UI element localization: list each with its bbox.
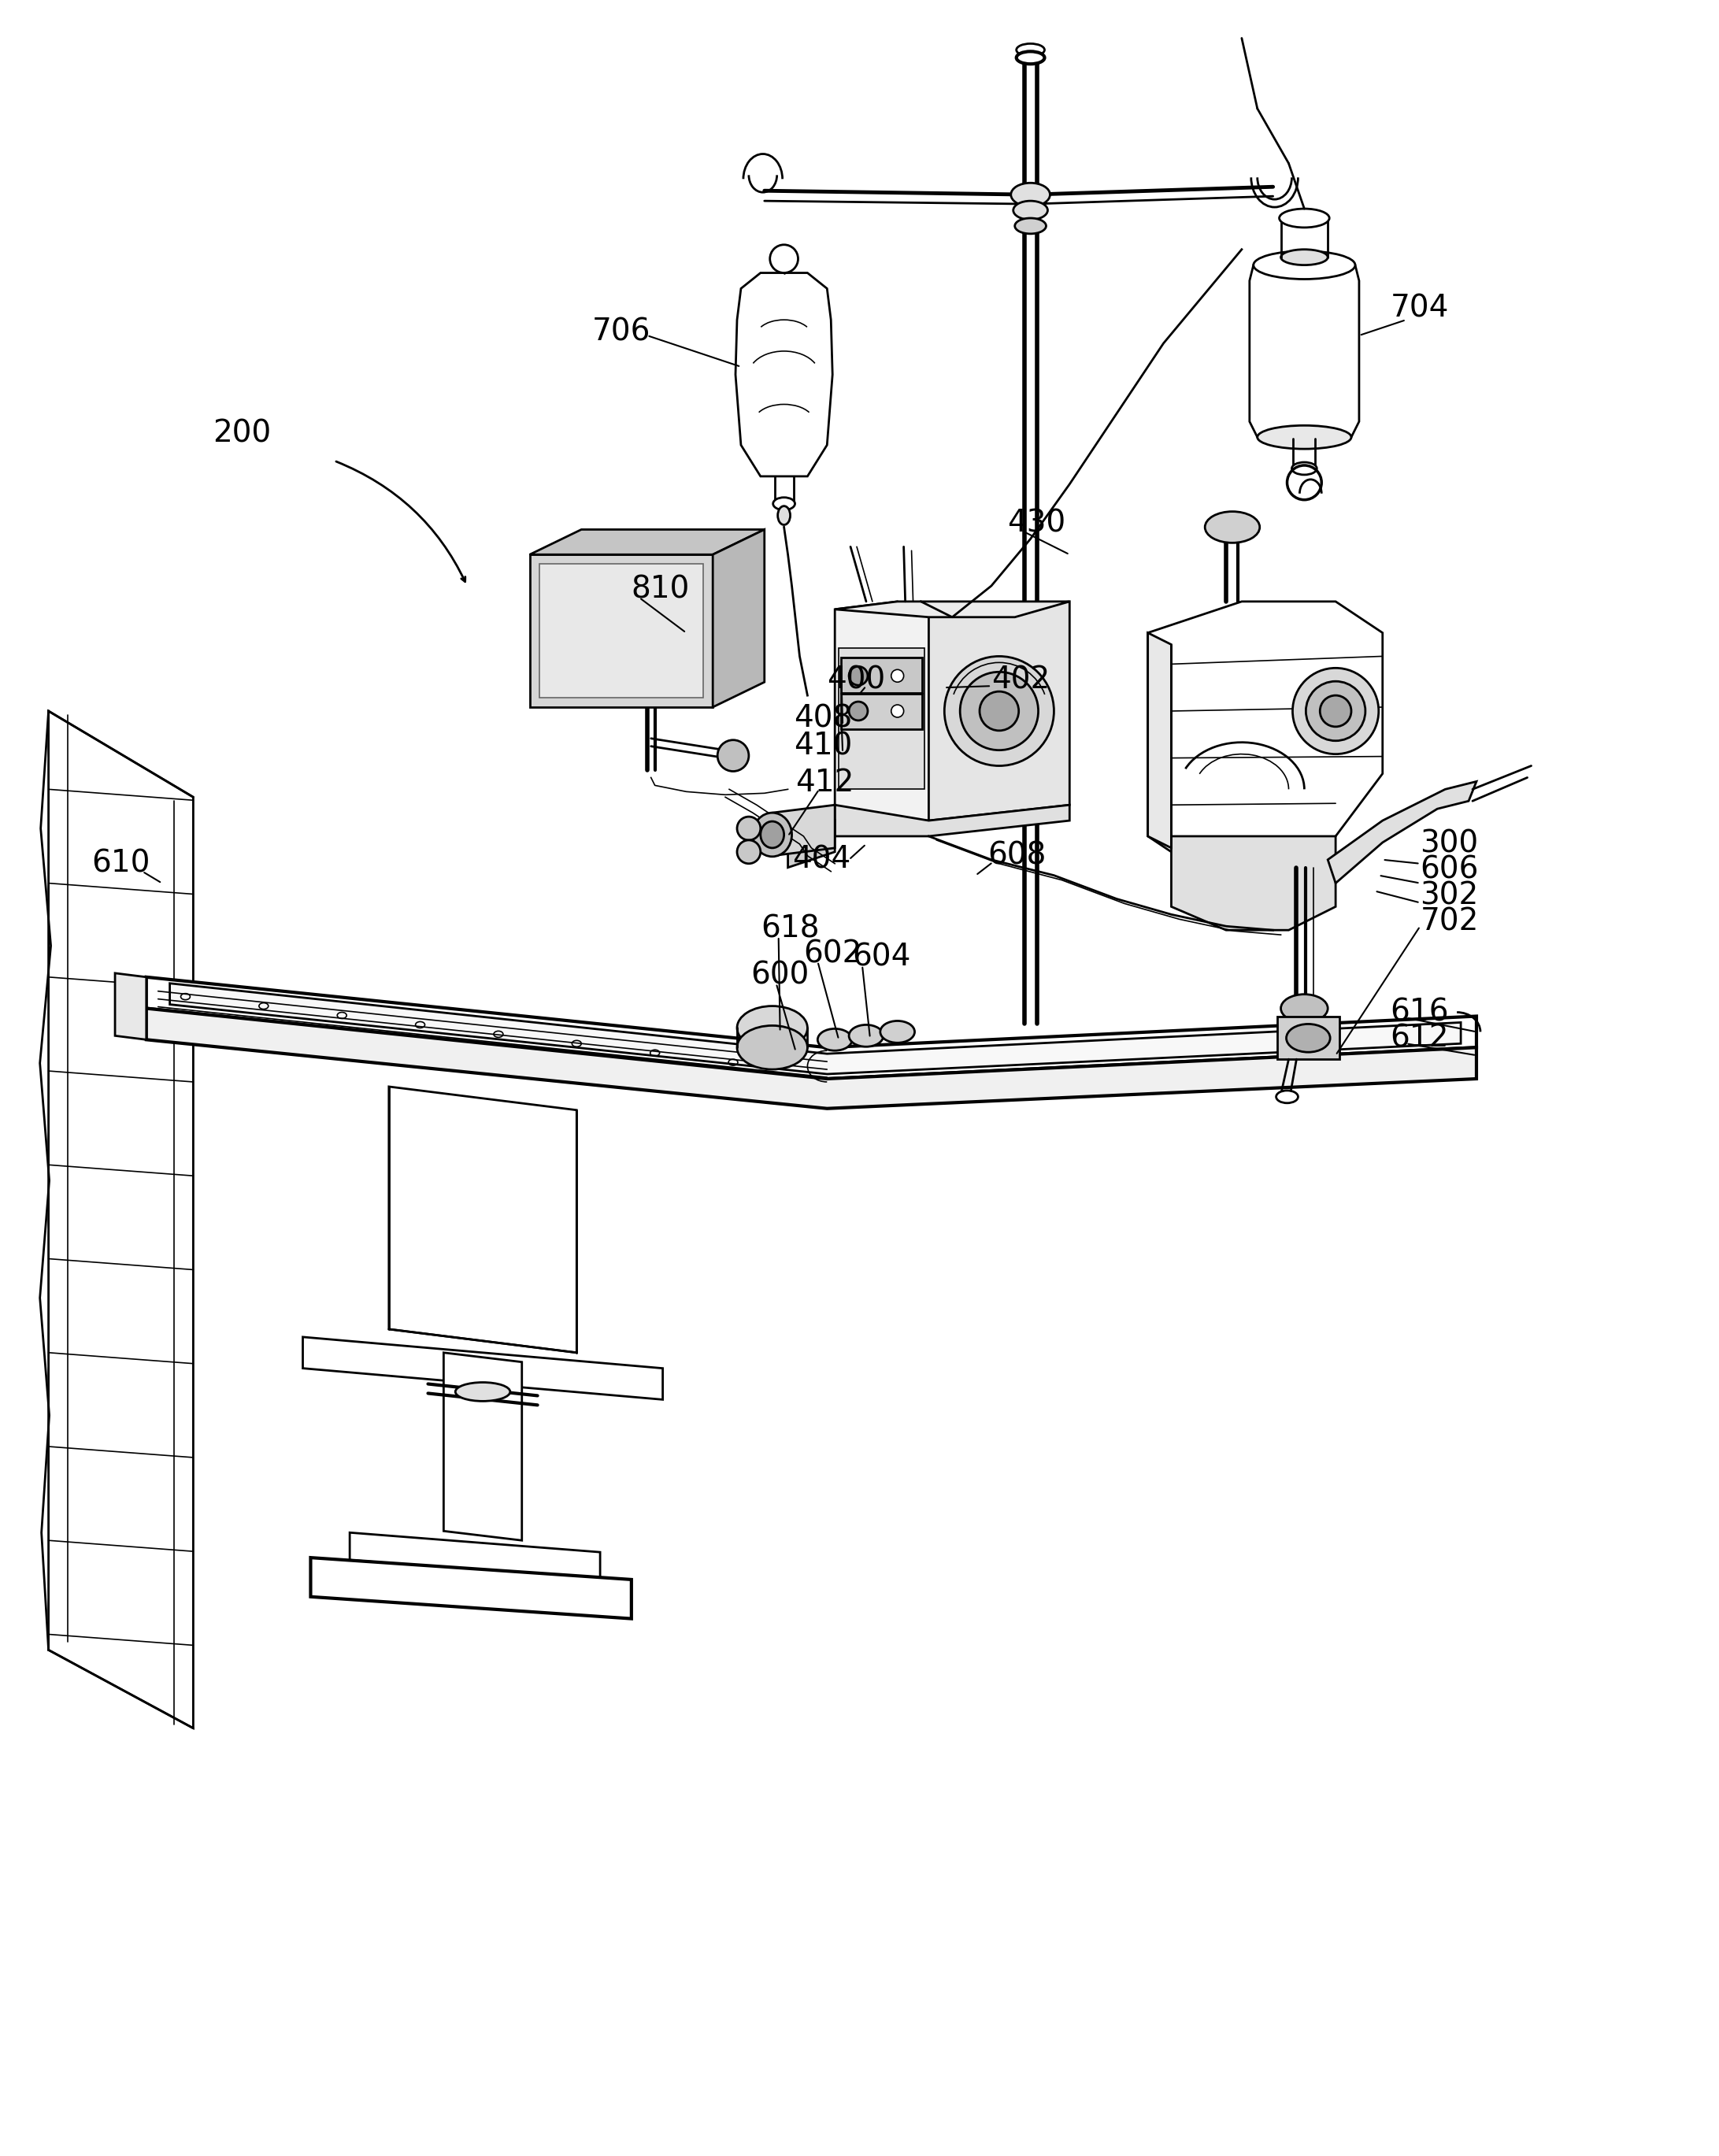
Ellipse shape xyxy=(456,1382,511,1401)
Text: 408: 408 xyxy=(794,703,853,733)
Text: 606: 606 xyxy=(1420,856,1478,884)
Text: 612: 612 xyxy=(1391,1024,1449,1052)
Ellipse shape xyxy=(737,1007,808,1050)
Polygon shape xyxy=(303,1337,664,1399)
Polygon shape xyxy=(736,274,832,476)
Polygon shape xyxy=(1148,602,1382,867)
Text: 200: 200 xyxy=(213,418,272,448)
Polygon shape xyxy=(1250,265,1360,438)
Text: 300: 300 xyxy=(1420,830,1478,858)
Text: 616: 616 xyxy=(1391,998,1449,1026)
Ellipse shape xyxy=(1016,52,1045,65)
Ellipse shape xyxy=(1291,461,1317,474)
Polygon shape xyxy=(529,530,765,554)
Text: 302: 302 xyxy=(1420,882,1478,910)
Polygon shape xyxy=(48,711,193,1729)
Bar xyxy=(841,694,923,729)
Text: 704: 704 xyxy=(1391,293,1449,323)
Ellipse shape xyxy=(1205,511,1260,543)
Text: 400: 400 xyxy=(827,664,885,694)
Ellipse shape xyxy=(1306,681,1365,742)
Bar xyxy=(1277,1015,1339,1059)
Text: 608: 608 xyxy=(987,841,1045,871)
Polygon shape xyxy=(146,1009,1477,1108)
Ellipse shape xyxy=(753,813,792,856)
Text: 410: 410 xyxy=(794,731,853,761)
Ellipse shape xyxy=(1279,209,1329,229)
Ellipse shape xyxy=(1257,425,1351,448)
Text: 810: 810 xyxy=(631,576,689,604)
Polygon shape xyxy=(835,602,928,821)
Polygon shape xyxy=(388,1087,576,1352)
Polygon shape xyxy=(444,1352,523,1539)
Ellipse shape xyxy=(1281,994,1327,1022)
Ellipse shape xyxy=(1014,218,1047,233)
Ellipse shape xyxy=(1320,696,1351,727)
Text: 430: 430 xyxy=(1007,509,1066,539)
Polygon shape xyxy=(835,602,1069,617)
Polygon shape xyxy=(115,972,146,1039)
Ellipse shape xyxy=(1253,250,1355,278)
Polygon shape xyxy=(1327,780,1477,884)
Polygon shape xyxy=(1148,634,1171,847)
Ellipse shape xyxy=(849,1024,884,1046)
Ellipse shape xyxy=(760,821,784,847)
Ellipse shape xyxy=(849,701,868,720)
Ellipse shape xyxy=(737,817,760,841)
Polygon shape xyxy=(787,821,835,867)
Polygon shape xyxy=(1171,837,1336,929)
Text: 702: 702 xyxy=(1420,906,1478,936)
Ellipse shape xyxy=(880,1022,915,1044)
Bar xyxy=(841,658,923,692)
Ellipse shape xyxy=(737,841,760,865)
Text: 618: 618 xyxy=(760,914,820,944)
Ellipse shape xyxy=(774,498,794,511)
Text: 412: 412 xyxy=(796,768,854,798)
Polygon shape xyxy=(146,977,1477,1078)
Ellipse shape xyxy=(890,705,904,718)
Ellipse shape xyxy=(944,655,1054,765)
Ellipse shape xyxy=(737,1026,808,1069)
Polygon shape xyxy=(349,1533,600,1580)
Text: 602: 602 xyxy=(803,938,863,968)
Ellipse shape xyxy=(1016,43,1045,56)
Text: 600: 600 xyxy=(751,962,810,990)
Ellipse shape xyxy=(1011,183,1050,207)
Ellipse shape xyxy=(770,246,798,274)
Text: 402: 402 xyxy=(992,664,1050,694)
Ellipse shape xyxy=(1275,1091,1298,1104)
Bar xyxy=(839,649,925,789)
Ellipse shape xyxy=(959,673,1038,750)
Ellipse shape xyxy=(890,671,904,681)
Polygon shape xyxy=(540,565,703,699)
Polygon shape xyxy=(928,602,1069,821)
Ellipse shape xyxy=(1012,201,1047,220)
Ellipse shape xyxy=(980,692,1019,731)
Polygon shape xyxy=(713,530,765,707)
Polygon shape xyxy=(170,983,1461,1074)
Text: 604: 604 xyxy=(853,942,911,972)
Text: 610: 610 xyxy=(91,849,150,880)
Polygon shape xyxy=(835,804,1069,837)
Ellipse shape xyxy=(1293,668,1379,755)
Ellipse shape xyxy=(1281,250,1327,265)
Polygon shape xyxy=(772,804,835,856)
Ellipse shape xyxy=(849,666,868,686)
Ellipse shape xyxy=(777,507,791,524)
Ellipse shape xyxy=(1286,1024,1331,1052)
Ellipse shape xyxy=(818,1028,853,1050)
Text: 404: 404 xyxy=(792,845,851,875)
Ellipse shape xyxy=(717,740,749,772)
Text: 706: 706 xyxy=(593,317,652,347)
Polygon shape xyxy=(311,1557,631,1619)
Polygon shape xyxy=(529,554,713,707)
